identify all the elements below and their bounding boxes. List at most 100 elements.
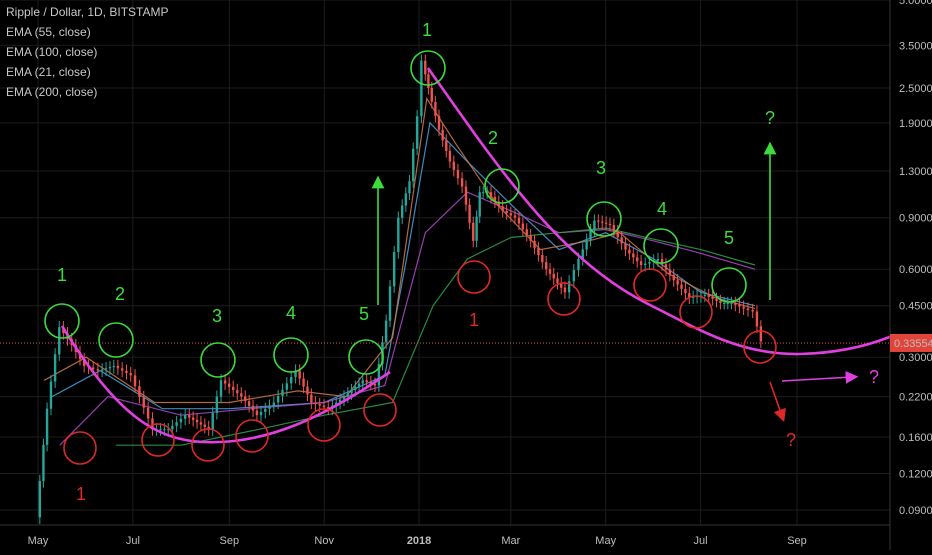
candle-body (742, 306, 745, 309)
candle-body (751, 310, 754, 312)
candle-body (112, 365, 116, 368)
candle-body (437, 115, 441, 130)
y-tick-label: 3.50000 (899, 40, 932, 52)
candle-body (560, 283, 563, 288)
candle-body (691, 296, 695, 298)
candle-body (628, 249, 631, 254)
x-tick-label: Sep (787, 535, 807, 547)
candle-body (738, 304, 741, 307)
red-count-label: 1 (76, 484, 86, 504)
candle-body (620, 237, 623, 244)
candle-body (188, 415, 191, 418)
candle-body (660, 259, 664, 265)
candle-body (272, 402, 276, 406)
candle-body (191, 417, 195, 420)
candle-body (533, 240, 536, 248)
green-top-circle (273, 337, 309, 373)
chart-legend: Ripple / Dollar, 1D, BITSTAMP EMA (55, c… (6, 2, 169, 102)
candle-body (478, 192, 481, 217)
candle-body (577, 259, 580, 271)
question-mark: ? (765, 108, 775, 128)
candle-body (357, 383, 361, 387)
candle-body (281, 389, 284, 397)
candle-body (441, 129, 444, 141)
candle-body (397, 217, 400, 253)
candle-body (707, 294, 710, 297)
candle-body (472, 222, 475, 241)
green-top-circle (98, 322, 134, 358)
candle-body (456, 169, 460, 179)
candle-body (460, 178, 464, 187)
candle-body (38, 481, 42, 518)
candle-body (509, 213, 513, 216)
legend-item-ema21[interactable]: EMA (21, close) (6, 65, 91, 79)
green-top-circle (200, 342, 236, 378)
green-count-label: 2 (488, 128, 498, 148)
candle-body (318, 404, 321, 406)
candle-body (290, 376, 293, 384)
candle-body (392, 252, 396, 287)
candle-body (676, 280, 679, 285)
red-bottom-circle (307, 408, 341, 442)
candle-body (497, 201, 500, 207)
candle-body (322, 405, 326, 408)
candle-body (302, 378, 305, 387)
red-bottom-circle (141, 423, 175, 457)
last-price-label: 0.33554 (894, 338, 932, 350)
candle-body (684, 288, 687, 294)
candle-body (412, 148, 415, 182)
candle-body (346, 393, 350, 397)
chart-title: Ripple / Dollar, 1D, BITSTAMP (6, 5, 169, 19)
candle-body (616, 231, 619, 238)
candle-body (298, 370, 301, 379)
candle-body (404, 193, 408, 206)
ema-line-2 (43, 96, 756, 404)
candle-body (369, 382, 373, 384)
last-price-badge (890, 333, 932, 352)
x-tick-label: May (595, 535, 616, 547)
red-bottom-circle (457, 260, 491, 294)
candle-body (408, 181, 411, 194)
red-count-label: 1 (469, 310, 479, 330)
candle-body (420, 60, 423, 117)
legend-item-ema100[interactable]: EMA (100, close) (6, 45, 98, 59)
x-tick-label: 2018 (407, 535, 431, 547)
candle-body (643, 263, 647, 266)
green-top-circle (410, 50, 446, 86)
candle-body (730, 302, 733, 304)
candle-body (82, 358, 86, 366)
candle-body (734, 302, 737, 305)
candle-body (415, 116, 419, 149)
candle-body (668, 269, 672, 275)
candle-body (138, 386, 141, 397)
candle-body (247, 401, 251, 406)
candle-body (96, 369, 100, 371)
candle-body (703, 294, 707, 296)
candle-body (199, 422, 203, 425)
candle-body (151, 418, 154, 430)
candle-body (104, 368, 108, 370)
candle-body (719, 300, 722, 303)
green-top-circle (484, 168, 520, 204)
legend-item-ema55[interactable]: EMA (55, close) (6, 25, 91, 39)
red-bottom-circle (743, 330, 777, 364)
red-bottom-circle (191, 428, 225, 462)
legend-item-ema200[interactable]: EMA (200, close) (6, 85, 98, 99)
candle-body (223, 380, 227, 384)
candle-body (505, 210, 508, 214)
green-count-label: 5 (359, 304, 369, 324)
candle-body (361, 380, 364, 384)
candle-body (42, 444, 45, 482)
candle-body (567, 281, 571, 293)
x-tick-label: Mar (501, 535, 520, 547)
candle-body (434, 101, 437, 116)
candle-body (211, 412, 214, 430)
candle-body (231, 386, 235, 391)
x-tick-label: Jul (126, 535, 140, 547)
